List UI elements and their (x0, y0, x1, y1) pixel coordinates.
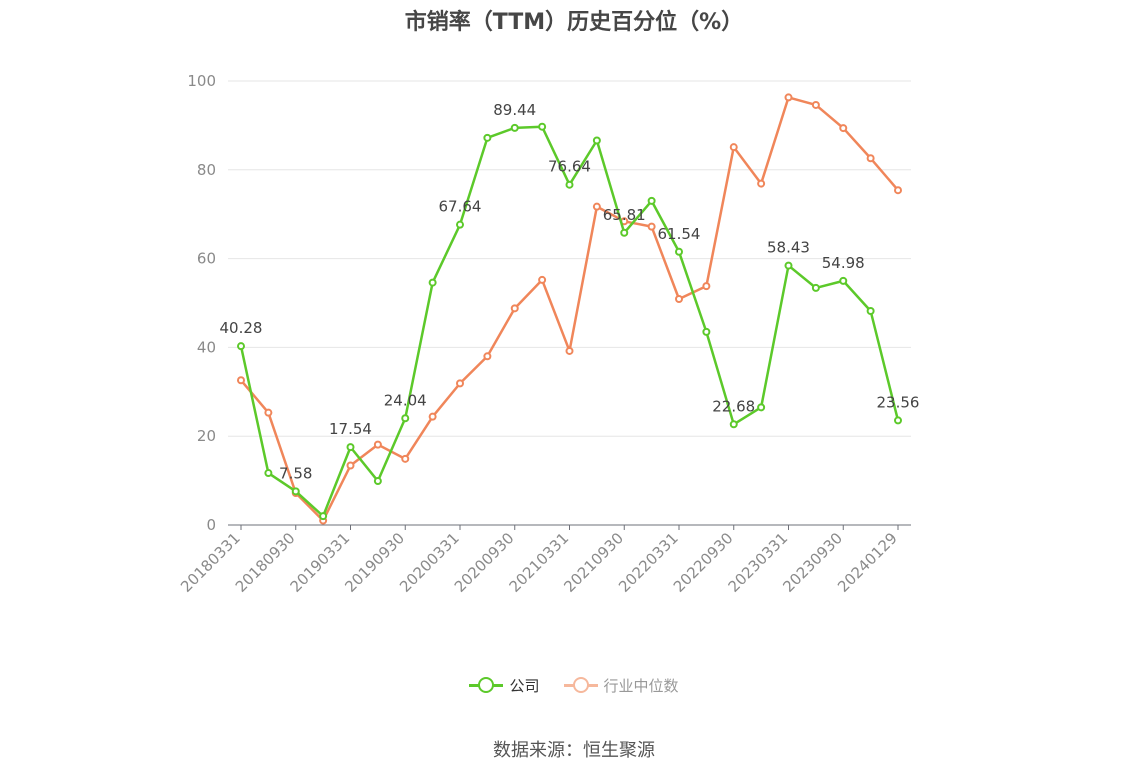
point-s0-20220331 (675, 247, 683, 256)
point-s1-20190331 (346, 461, 355, 470)
point-s0-20220630 (702, 327, 711, 336)
point-s0-20200331 (456, 220, 464, 229)
legend-item-industry-median[interactable]: 行业中位数 (563, 675, 679, 696)
data-label-20180331: 40.28 (220, 319, 263, 337)
legend: 公司 行业中位数 (0, 672, 1148, 698)
point-s0-20180930 (291, 487, 300, 496)
point-s0-20191231 (428, 278, 437, 287)
data-source-note: 数据来源：恒生聚源 (493, 740, 655, 761)
y-tick-label-40: 40 (197, 338, 216, 356)
legend-marker-industry-median-icon (563, 677, 598, 693)
point-s0-20200630 (483, 133, 492, 142)
point-s0-20221231 (757, 403, 766, 412)
point-s1-20210331 (565, 346, 574, 355)
legend-label-industry-median: 行业中位数 (603, 676, 679, 695)
data-label-20200331: 67.64 (439, 198, 482, 216)
data-label-20230930: 54.98 (822, 254, 865, 272)
legend-marker-company-icon (469, 677, 504, 693)
point-s1-20230331 (784, 93, 793, 102)
y-tick-label-100: 100 (187, 72, 216, 90)
data-label-20200930: 89.44 (493, 101, 536, 119)
x-tick-label-20240129: 20240129 (834, 529, 901, 596)
y-tick-label-0: 0 (206, 516, 216, 534)
point-s1-20200930 (510, 304, 519, 313)
data-label-20240129: 23.56 (877, 393, 920, 411)
point-s1-20230930 (839, 124, 848, 133)
point-s0-20210930 (620, 228, 629, 237)
point-s1-20220331 (675, 295, 683, 304)
y-tick-label-80: 80 (197, 161, 216, 179)
point-s1-20200630 (483, 352, 492, 361)
axes: 0204060801002018033120180930201903312019… (177, 72, 911, 596)
point-s1-20230630 (811, 100, 820, 109)
point-s1-20220930 (729, 143, 738, 152)
y-tick-label-20: 20 (197, 427, 216, 445)
point-s0-20190930 (401, 414, 410, 423)
point-s1-20220630 (702, 282, 711, 291)
data-label-20220930: 22.68 (712, 397, 755, 415)
line-chart: 0204060801002018033120180930201903312019… (177, 72, 920, 596)
point-s0-20230630 (811, 283, 820, 292)
point-s0-20230331 (784, 261, 793, 270)
point-s0-20190630 (373, 477, 382, 486)
data-labels: 40.28 7.58 17.54 24.04 67.64 89.44 76.64 65.81 6… (220, 101, 920, 482)
grid-lines (228, 80, 911, 437)
point-s0-20180331 (237, 342, 245, 351)
data-label-20230331: 58.43 (767, 239, 810, 257)
point-s0-20181231 (319, 512, 328, 521)
y-tick-label-60: 60 (197, 250, 216, 268)
point-s0-20231231 (866, 306, 875, 315)
point-s1-20240129 (894, 186, 902, 195)
point-s0-20220930 (729, 420, 738, 429)
point-s1-20201231 (538, 275, 547, 284)
point-s1-20211231 (647, 222, 656, 231)
point-s1-20191231 (428, 412, 437, 421)
point-s0-20201231 (538, 122, 547, 131)
point-s0-20190331 (346, 443, 355, 452)
data-label-20190930: 24.04 (384, 391, 427, 409)
chart-title: 市销率（TTM）历史百分位（%） (404, 10, 744, 35)
point-s0-20180630 (264, 469, 273, 478)
point-s0-20240129 (894, 416, 902, 425)
series-lines (237, 93, 902, 525)
point-s1-20190930 (401, 454, 410, 463)
data-label-20210331: 76.64 (548, 158, 591, 176)
data-label-20220331: 61.54 (658, 225, 701, 243)
point-s0-20210331 (565, 180, 574, 189)
point-s0-20210630 (592, 136, 601, 145)
point-s0-20211231 (647, 196, 656, 205)
legend-item-company[interactable]: 公司 (469, 675, 540, 696)
point-s1-20200331 (456, 379, 464, 388)
point-s1-20231231 (866, 154, 875, 163)
point-s1-20180331 (237, 376, 245, 385)
data-label-20180930: 7.58 (279, 464, 312, 482)
point-s0-20200930 (510, 123, 519, 132)
point-s0-20230930 (839, 276, 848, 285)
point-s1-20210630 (592, 202, 601, 211)
point-s1-20221231 (757, 179, 766, 188)
point-s1-20190630 (373, 440, 382, 449)
data-label-20210930: 65.81 (603, 206, 646, 224)
data-label-20190331: 17.54 (329, 420, 372, 438)
point-s1-20180630 (264, 408, 273, 417)
legend-label-company: 公司 (509, 676, 540, 695)
